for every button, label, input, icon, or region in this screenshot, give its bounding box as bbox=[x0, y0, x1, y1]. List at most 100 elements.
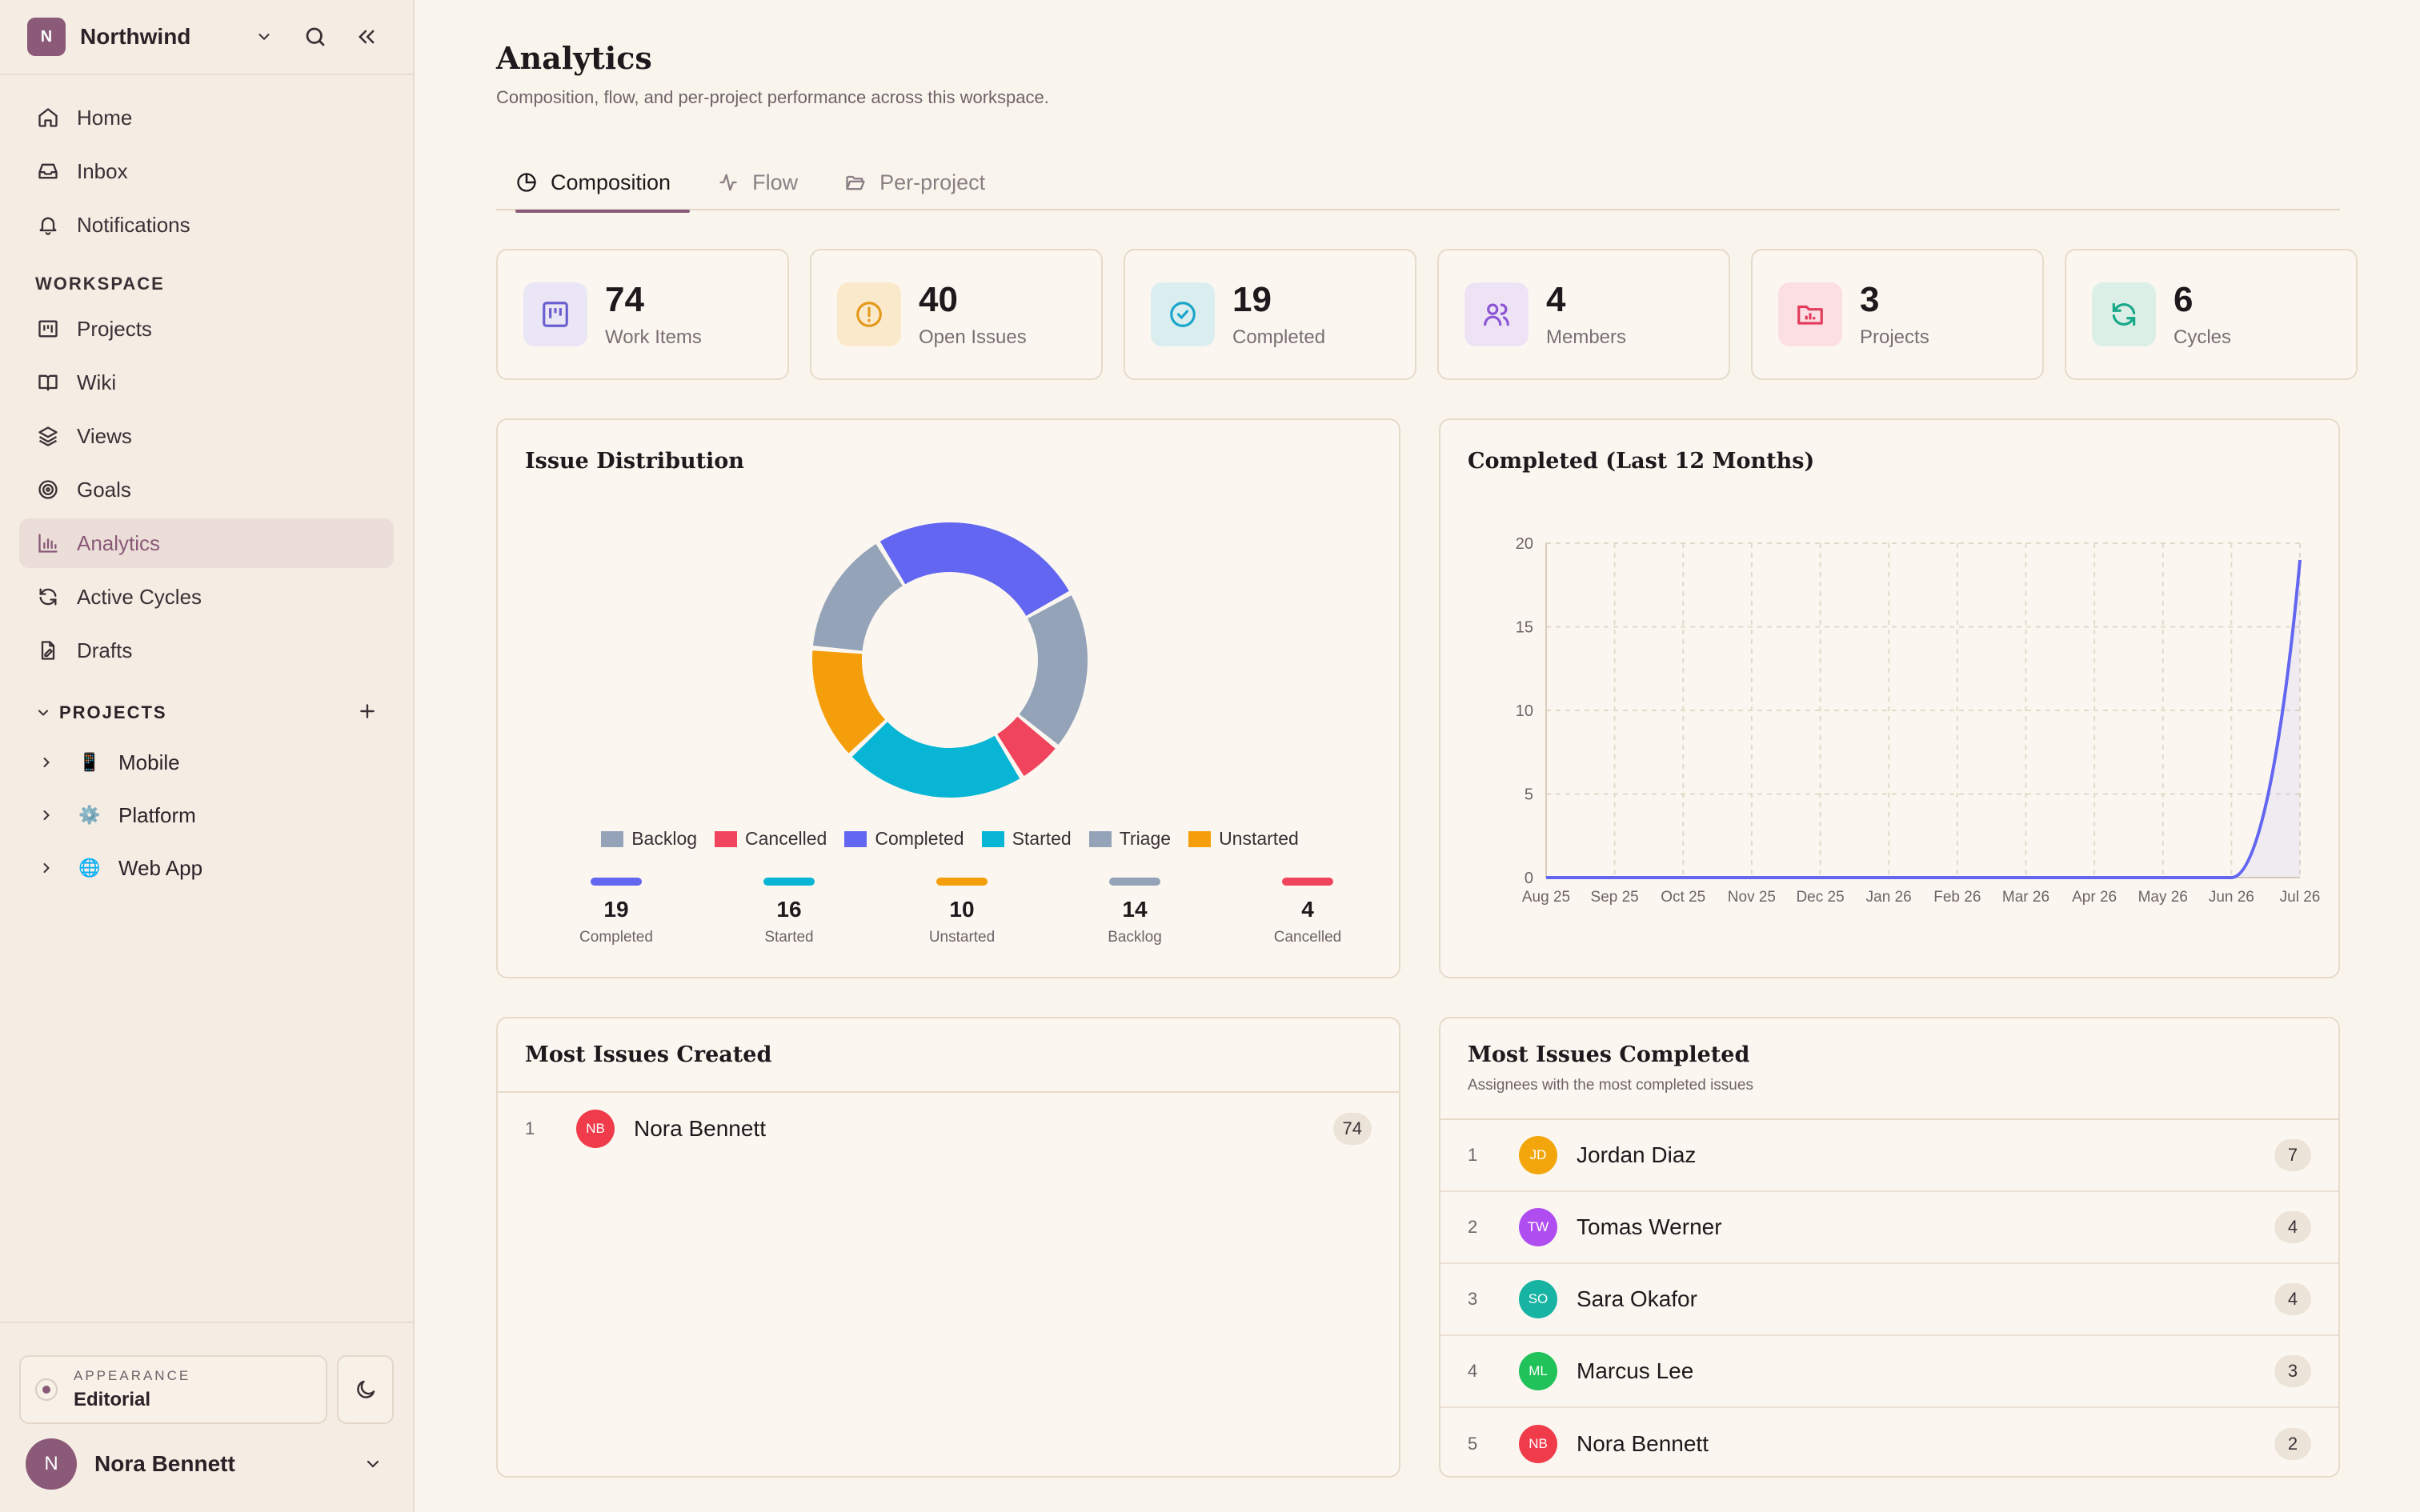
nav-item-wiki[interactable]: Wiki bbox=[19, 358, 394, 407]
summary-value: 16 bbox=[776, 897, 802, 922]
nav-item-label: Views bbox=[77, 423, 132, 448]
tab-flow[interactable]: Flow bbox=[698, 154, 817, 210]
project-item-platform[interactable]: ⚙️ Platform bbox=[19, 789, 394, 842]
summary-value: 14 bbox=[1122, 897, 1148, 922]
summary-item: 10 Unstarted bbox=[875, 878, 1048, 946]
x-tick-label: Oct 25 bbox=[1661, 889, 1705, 906]
summary-label: Completed bbox=[579, 929, 653, 946]
list-item[interactable]: 3 SO Sara Okafor 4 bbox=[1440, 1264, 2338, 1336]
stat-card-members: 4 Members bbox=[1437, 249, 1730, 380]
appearance-selector[interactable]: APPEARANCE Editorial bbox=[19, 1355, 328, 1424]
chevron-down-icon[interactable] bbox=[245, 18, 283, 56]
x-tick-label: Nov 25 bbox=[1728, 889, 1776, 906]
nav-item-notifications[interactable]: Notifications bbox=[19, 200, 394, 250]
donut-slice-backlog[interactable] bbox=[1019, 595, 1088, 745]
chevron-right-icon[interactable] bbox=[35, 754, 58, 770]
nav-item-views[interactable]: Views bbox=[19, 411, 394, 461]
add-project-icon[interactable] bbox=[357, 701, 378, 726]
count-badge: 4 bbox=[2274, 1283, 2311, 1315]
nav-item-home[interactable]: Home bbox=[19, 93, 394, 142]
cycle-icon bbox=[35, 584, 61, 610]
donut-slice-unstarted[interactable] bbox=[812, 650, 886, 754]
appearance-value: Editorial bbox=[74, 1389, 151, 1410]
user-menu[interactable]: N Nora Bennett bbox=[19, 1438, 394, 1490]
projects-section-label: PROJECTS bbox=[59, 702, 167, 722]
bell-icon bbox=[35, 212, 61, 238]
list-item[interactable]: 4 ML Marcus Lee 3 bbox=[1440, 1336, 2338, 1408]
rank: 4 bbox=[1468, 1361, 1478, 1381]
person-name: Nora Bennett bbox=[634, 1116, 766, 1141]
chevron-right-icon[interactable] bbox=[35, 860, 58, 876]
workspace-logo[interactable]: N bbox=[27, 18, 66, 56]
donut-slice-cancelled[interactable] bbox=[997, 716, 1056, 776]
donut-slice-started[interactable] bbox=[851, 722, 1020, 798]
project-item-web-app[interactable]: 🌐 Web App bbox=[19, 842, 394, 894]
issue-distribution-card: Issue Distribution Backlog Cancelled Com… bbox=[496, 418, 1400, 978]
person-name: Marcus Lee bbox=[1577, 1358, 1694, 1383]
legend-swatch bbox=[844, 830, 867, 847]
stat-value: 74 bbox=[605, 280, 644, 319]
collapse-sidebar-icon[interactable] bbox=[347, 18, 386, 56]
leaderboards-row: Most Issues Created 1 NB Nora Bennett 74… bbox=[496, 1017, 2420, 1478]
card-title: Most Issues Created bbox=[525, 1042, 772, 1067]
summary-value: 19 bbox=[603, 897, 629, 922]
x-tick-label: Apr 26 bbox=[2072, 889, 2117, 906]
stat-label: Open Issues bbox=[919, 326, 1027, 348]
theme-dot-icon bbox=[35, 1378, 58, 1401]
avatar: JD bbox=[1519, 1136, 1557, 1174]
avatar: N bbox=[26, 1438, 77, 1490]
list-item[interactable]: 1 JD Jordan Diaz 7 bbox=[1440, 1120, 2338, 1192]
nav-item-goals[interactable]: Goals bbox=[19, 465, 394, 514]
dark-mode-toggle[interactable] bbox=[337, 1355, 394, 1424]
layers-icon bbox=[35, 423, 61, 449]
nav-item-inbox[interactable]: Inbox bbox=[19, 146, 394, 196]
nav-item-projects[interactable]: Projects bbox=[19, 304, 394, 354]
stat-label: Completed bbox=[1232, 326, 1326, 348]
donut-slice-triage[interactable] bbox=[812, 544, 903, 651]
inbox-icon bbox=[35, 158, 61, 184]
legend-label: Backlog bbox=[631, 828, 698, 849]
list-header: Most Issues Completed Assignees with the… bbox=[1440, 1018, 2338, 1120]
legend-item: Backlog bbox=[601, 828, 697, 850]
nav-item-label: Home bbox=[77, 105, 133, 130]
tab-per-project[interactable]: Per-project bbox=[825, 154, 1004, 210]
list-item[interactable]: 2 TW Tomas Werner 4 bbox=[1440, 1192, 2338, 1264]
workspace-name[interactable]: Northwind bbox=[80, 24, 191, 49]
rank: 5 bbox=[1468, 1434, 1478, 1454]
chevron-right-icon[interactable] bbox=[35, 807, 58, 823]
stat-label: Cycles bbox=[2174, 326, 2232, 348]
search-icon[interactable] bbox=[296, 18, 335, 56]
donut-chart-wrap bbox=[498, 516, 1402, 804]
stat-value: 40 bbox=[919, 280, 958, 319]
chart-legend: Backlog Cancelled Completed Started Tria… bbox=[498, 828, 1402, 850]
list-header: Most Issues Created bbox=[498, 1018, 1399, 1093]
legend-item: Cancelled bbox=[715, 828, 827, 850]
card-title: Completed (Last 12 Months) bbox=[1468, 449, 1815, 474]
stat-value: 4 bbox=[1546, 280, 1566, 319]
folder-chart-icon bbox=[1778, 282, 1842, 346]
target-icon bbox=[35, 477, 61, 502]
list-item[interactable]: 5 NB Nora Bennett 2 bbox=[1440, 1408, 2338, 1480]
avatar: NB bbox=[576, 1110, 615, 1148]
summary-label: Unstarted bbox=[928, 929, 996, 946]
nav-item-drafts[interactable]: Drafts bbox=[19, 626, 394, 675]
nav-item-label: Analytics bbox=[77, 530, 161, 555]
list-item[interactable]: 1 NB Nora Bennett 74 bbox=[498, 1093, 1399, 1165]
most-created-card: Most Issues Created 1 NB Nora Bennett 74 bbox=[496, 1017, 1400, 1478]
stats-row: 74 Work Items 40 Open Issues 19 Completed 4… bbox=[496, 249, 2420, 380]
nav-item-analytics[interactable]: Analytics bbox=[19, 518, 394, 568]
nav-item-label: Notifications bbox=[77, 212, 190, 237]
legend-item: Unstarted bbox=[1188, 828, 1299, 850]
summary-value: 10 bbox=[949, 897, 975, 922]
tab-composition[interactable]: Composition bbox=[496, 154, 691, 213]
chevron-down-icon[interactable] bbox=[363, 1454, 383, 1474]
project-item-mobile[interactable]: 📱 Mobile bbox=[19, 736, 394, 789]
summary-item: 4 Cancelled bbox=[1221, 878, 1394, 946]
donut-slice-completed[interactable] bbox=[879, 522, 1069, 616]
projects-section-toggle[interactable]: PROJECTS bbox=[35, 702, 167, 723]
alert-circle-icon bbox=[837, 282, 901, 346]
avatar: NB bbox=[1519, 1425, 1557, 1463]
nav-item-active-cycles[interactable]: Active Cycles bbox=[19, 572, 394, 622]
distribution-summary: 19 Completed 16 Started 10 Unstarted 14 Back… bbox=[530, 878, 1394, 946]
main-content: Analytics Composition, flow, and per-pro… bbox=[415, 0, 2420, 1512]
